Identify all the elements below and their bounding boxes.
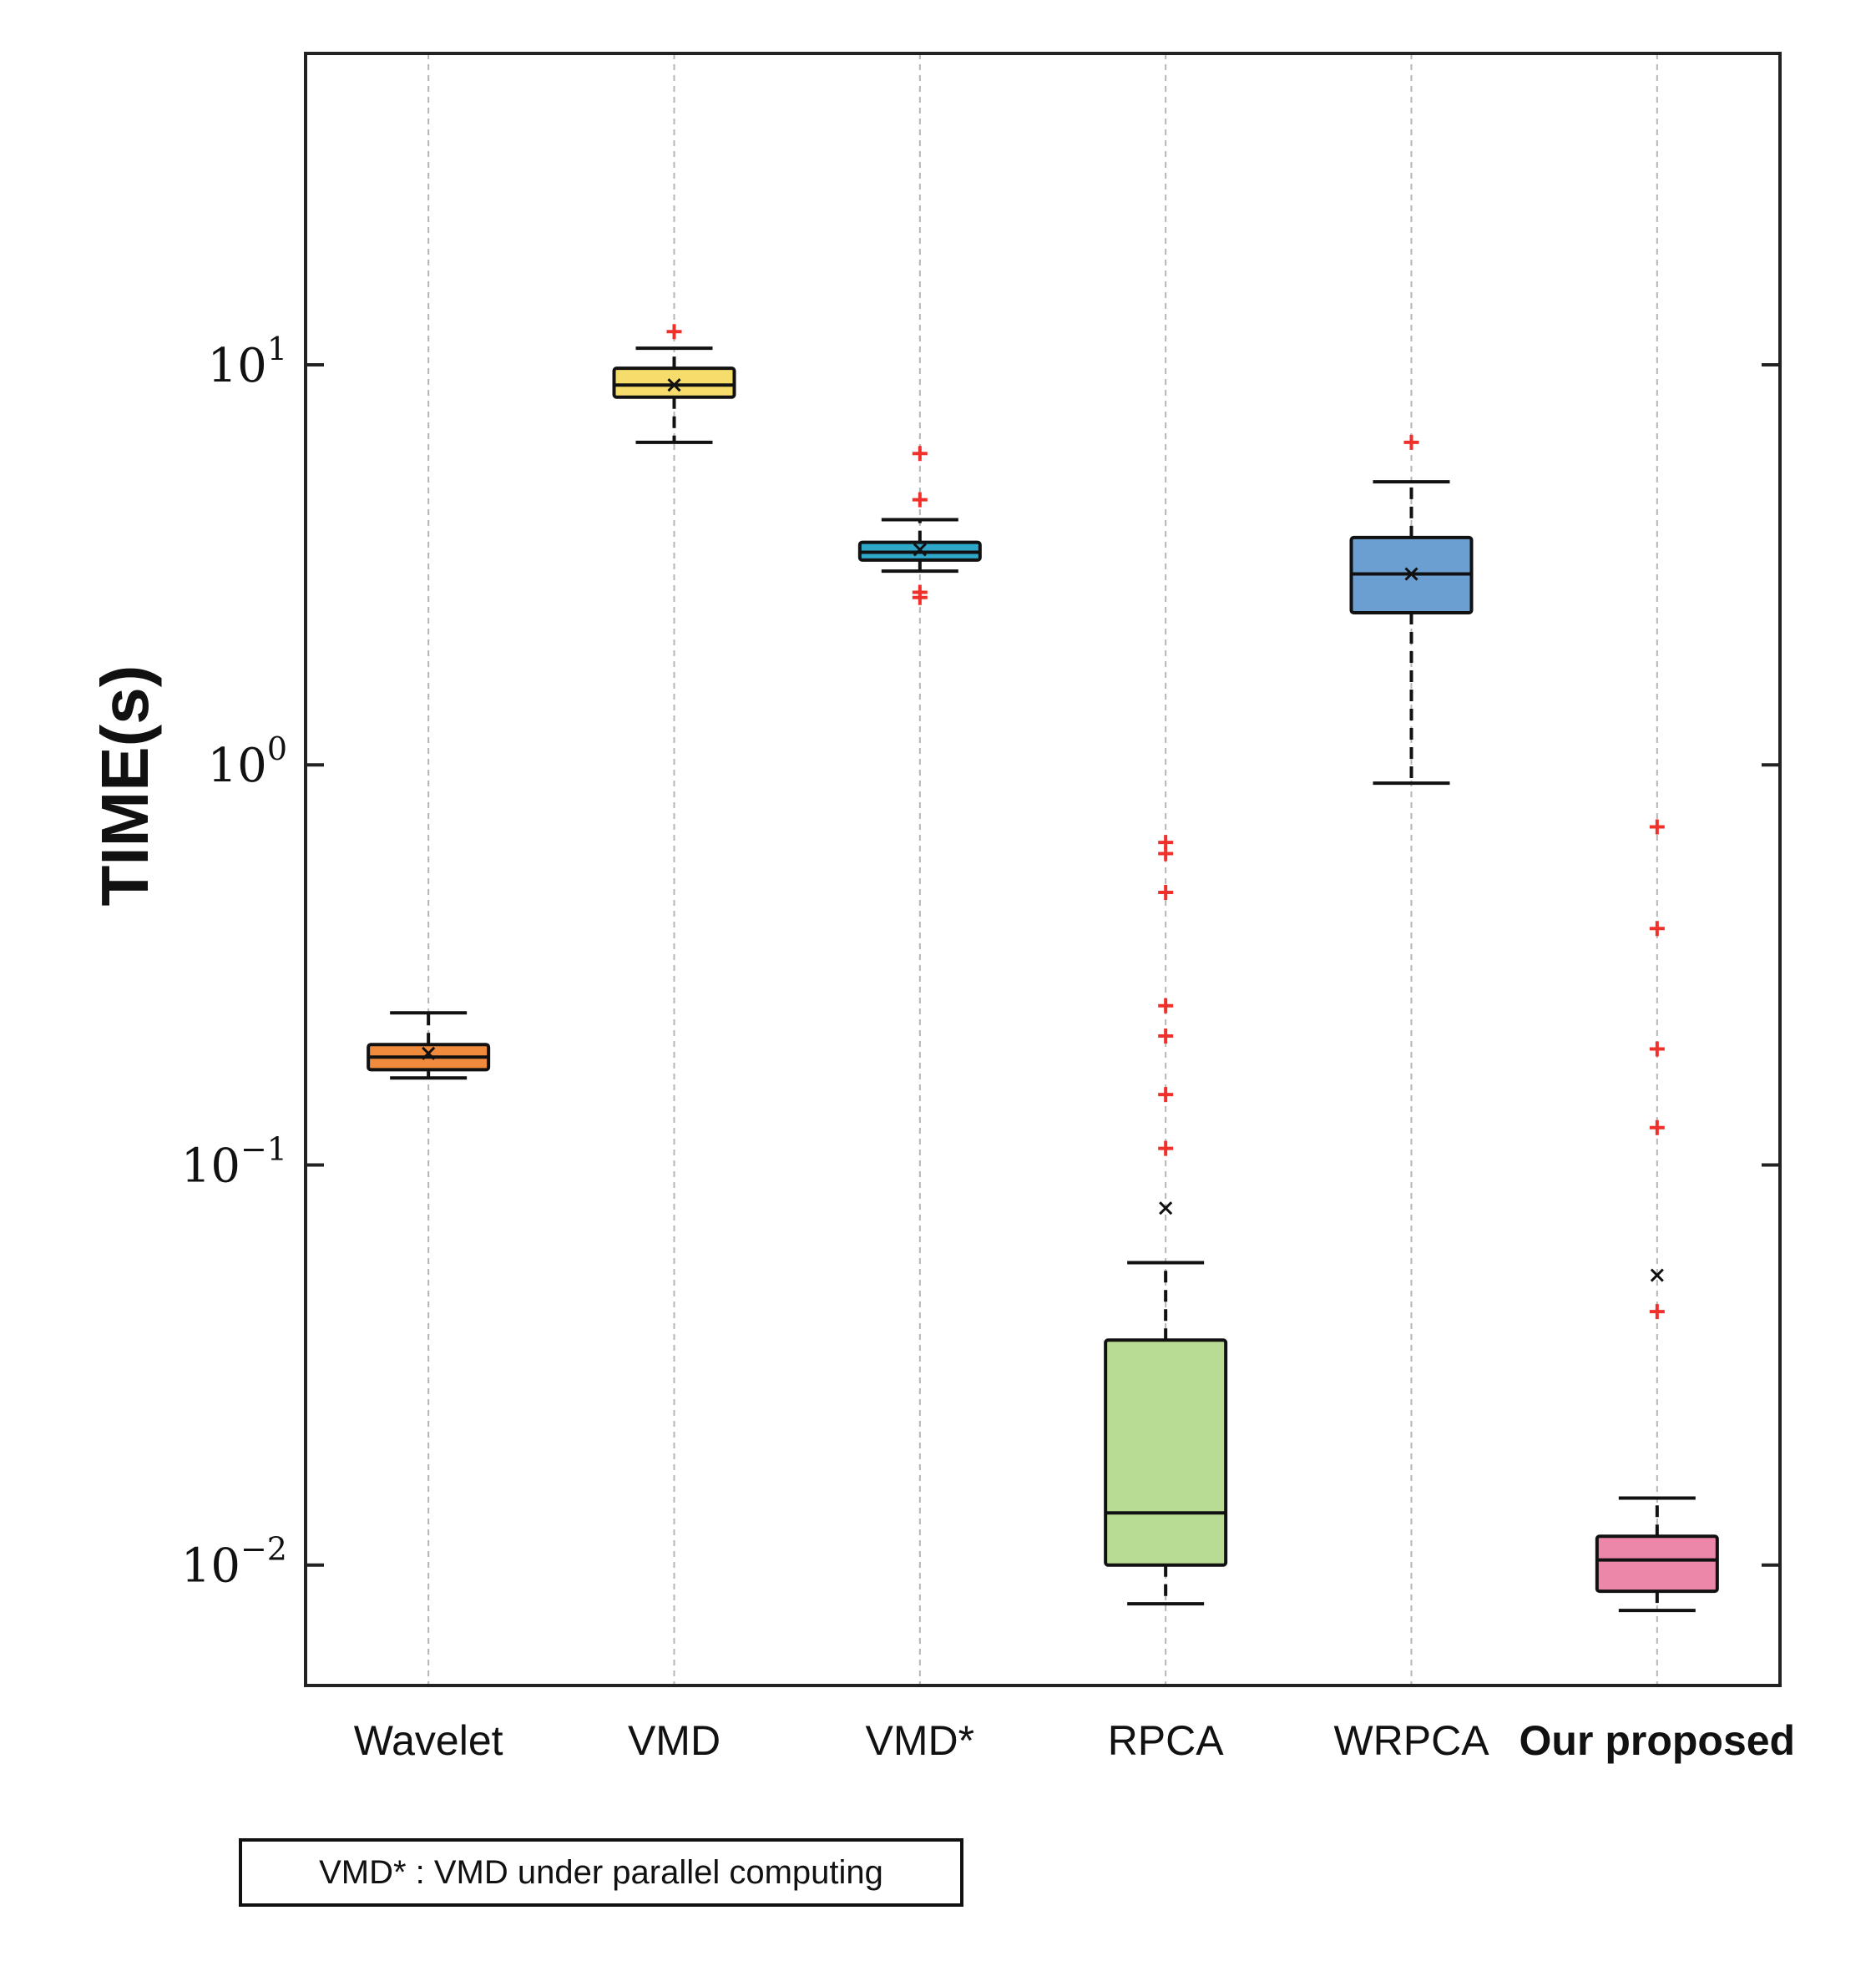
outlier-marker: [912, 492, 928, 508]
iqr-box: [612, 366, 736, 399]
y-tick-label-base: 10: [181, 1139, 240, 1193]
box-wavelet: [367, 1011, 491, 1080]
footnote-box: VMD* : VMD under parallel computing: [239, 1838, 963, 1907]
outlier-marker: [912, 446, 928, 462]
outlier-marker: [1158, 1087, 1174, 1103]
outlier-marker: [1158, 846, 1174, 862]
y-tick-label-base: 10: [208, 339, 267, 393]
iqr-box: [1595, 1534, 1719, 1594]
outlier-marker: [1649, 1304, 1665, 1320]
y-tick-label: 101: [208, 331, 287, 393]
outlier-marker: [1649, 921, 1665, 937]
vertical-gridlines: [427, 53, 1658, 1685]
x-tick-label: RPCA: [1108, 1717, 1225, 1764]
box-vmd-: [857, 446, 982, 605]
y-tick-label: 100: [208, 730, 287, 793]
x-axis: Wavelet VMD VMD* RPCA WRPCA Our proposed: [354, 1717, 1795, 1764]
box-our-proposed: [1595, 819, 1719, 1613]
outlier-marker: [1158, 884, 1174, 900]
y-tick-label-exponent: −1: [240, 1130, 287, 1167]
mean-marker: [1404, 567, 1418, 581]
y-tick-label-base: 10: [181, 1539, 240, 1594]
mean-marker: [913, 543, 927, 557]
y-tick-label: 10−1: [181, 1130, 287, 1193]
outlier-marker: [1649, 819, 1665, 835]
x-tick-label: VMD: [628, 1717, 721, 1764]
mean-marker: [1159, 1201, 1173, 1215]
outlier-marker: [1649, 1119, 1665, 1135]
y-tick-label-exponent: 1: [267, 331, 287, 367]
x-tick-label: WRPCA: [1333, 1717, 1489, 1764]
outlier-marker: [1158, 1140, 1174, 1156]
box-series: [367, 324, 1719, 1613]
y-axis-label: TIME(s): [88, 665, 162, 907]
mean-marker: [422, 1046, 436, 1060]
outlier-marker: [1649, 1041, 1665, 1057]
x-tick-label: VMD*: [866, 1717, 975, 1764]
outlier-marker: [1158, 998, 1174, 1013]
plot-area-frame: [304, 52, 1782, 1687]
outlier-marker: [912, 589, 928, 605]
outlier-marker: [1158, 1028, 1174, 1044]
iqr-box: [1104, 1338, 1228, 1567]
x-tick-label: Wavelet: [354, 1717, 503, 1764]
outlier-marker: [666, 324, 682, 340]
box-rpca: [1104, 835, 1228, 1606]
box-vmd: [612, 324, 736, 444]
mean-marker: [667, 378, 681, 392]
box-wrpca: [1349, 434, 1474, 786]
outlier-marker: [1403, 434, 1419, 450]
y-tick-label: 10−2: [181, 1531, 287, 1594]
y-tick-label-exponent: 0: [267, 730, 287, 767]
x-tick-label: Our proposed: [1520, 1717, 1796, 1764]
y-tick-label-exponent: −2: [240, 1531, 287, 1568]
y-tick-label-base: 10: [208, 739, 267, 793]
footnote-text: VMD* : VMD under parallel computing: [319, 1853, 883, 1891]
mean-marker: [1650, 1268, 1664, 1282]
